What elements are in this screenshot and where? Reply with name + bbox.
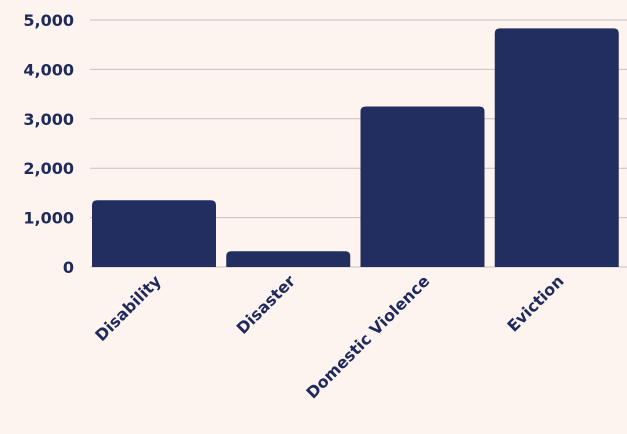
x-axis-category-labels: Disability Disaster Domestic Violence Evict… xyxy=(91,271,567,402)
bar-domestic-violence xyxy=(360,106,485,267)
y-tick-label: 4,000 xyxy=(23,60,74,79)
x-category-label: Domestic Violence xyxy=(302,271,433,402)
bars xyxy=(92,28,619,268)
y-axis-tick-labels: 0 1,000 2,000 3,000 4,000 5,000 xyxy=(23,11,74,277)
x-category-label: Eviction xyxy=(503,271,567,335)
y-tick-label: 1,000 xyxy=(23,209,74,228)
y-tick-label: 2,000 xyxy=(23,159,74,178)
bar-eviction xyxy=(494,28,619,268)
y-tick-label: 0 xyxy=(63,258,74,277)
x-category-label: Disaster xyxy=(233,271,300,338)
bar-disability xyxy=(92,200,216,267)
bar-disaster xyxy=(226,251,351,267)
y-tick-label: 5,000 xyxy=(23,11,74,30)
x-category-label: Disability xyxy=(91,271,165,345)
y-tick-label: 3,000 xyxy=(23,110,74,129)
